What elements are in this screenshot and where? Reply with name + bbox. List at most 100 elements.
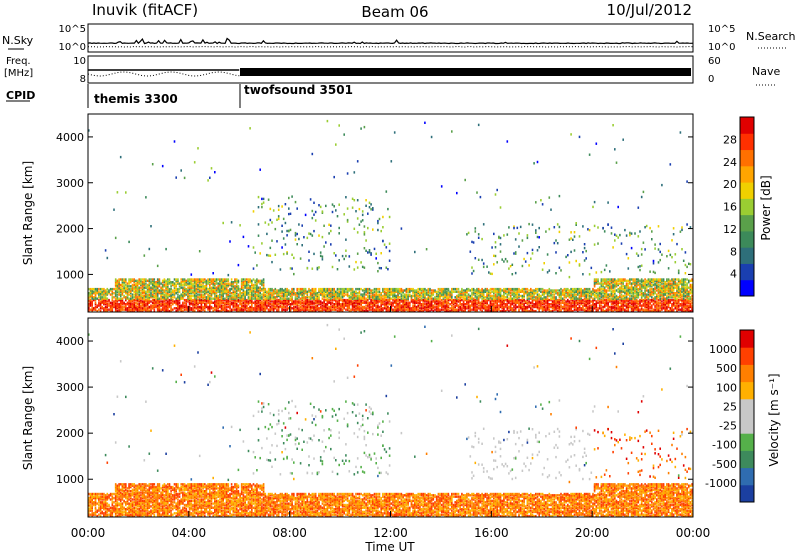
data-cell (540, 305, 542, 309)
data-cell (88, 304, 90, 307)
data-cell (511, 303, 514, 306)
data-cell (116, 281, 119, 284)
data-cell (193, 289, 196, 292)
data-cell (165, 281, 167, 284)
data-cell (108, 308, 110, 311)
data-cell (187, 289, 189, 292)
data-cell (567, 294, 569, 298)
data-cell (271, 297, 273, 300)
data-cell (582, 292, 584, 295)
data-cell (481, 289, 483, 292)
data-cell (412, 309, 414, 313)
data-cell (400, 304, 403, 307)
data-cell (393, 292, 396, 295)
data-cell (224, 307, 226, 310)
data-cell (204, 289, 206, 292)
data-cell (321, 304, 324, 307)
data-cell (568, 261, 571, 264)
data-cell (477, 290, 480, 293)
data-cell (588, 301, 591, 304)
data-cell (259, 303, 261, 306)
data-cell (555, 296, 557, 299)
data-cell (123, 303, 125, 306)
data-cell (313, 201, 315, 204)
data-cell (276, 298, 278, 302)
data-cell (202, 282, 204, 285)
data-cell (136, 297, 139, 300)
data-cell (530, 287, 532, 291)
data-cell (491, 297, 493, 300)
data-cell (387, 301, 389, 304)
data-cell (204, 303, 206, 306)
data-cell (204, 285, 206, 288)
data-cell (555, 304, 557, 307)
data-cell (244, 297, 246, 300)
data-cell (252, 290, 255, 293)
data-cell (224, 290, 226, 293)
data-cell (212, 287, 214, 291)
data-cell (200, 285, 203, 288)
data-cell (454, 309, 456, 313)
data-cell (185, 281, 188, 284)
data-cell (192, 285, 194, 288)
data-cell (578, 264, 581, 267)
data-cell (595, 279, 598, 282)
data-cell (341, 289, 344, 292)
data-cell (239, 308, 241, 311)
data-cell (209, 307, 211, 310)
data-cell (262, 304, 265, 307)
data-cell (563, 287, 566, 291)
data-cell (167, 303, 169, 306)
data-cell (99, 303, 102, 306)
data-cell (153, 285, 156, 288)
data-cell (565, 304, 567, 307)
data-cell (153, 278, 156, 281)
data-cell (301, 297, 303, 300)
data-cell (153, 289, 156, 292)
data-cell (365, 298, 367, 302)
data-cell (303, 293, 305, 296)
data-cell (439, 303, 441, 306)
data-cell (282, 294, 285, 298)
data-cell (227, 290, 230, 293)
data-cell (414, 301, 416, 304)
data-cell (360, 261, 362, 264)
data-cell (373, 294, 376, 298)
data-cell (365, 287, 367, 291)
data-cell (452, 301, 455, 304)
data-cell (486, 297, 488, 300)
data-cell (185, 305, 188, 309)
data-cell (135, 305, 137, 309)
data-cell (182, 303, 184, 306)
data-cell (161, 296, 164, 299)
data-cell (348, 296, 351, 299)
data-cell (94, 301, 97, 304)
data-cell (214, 285, 216, 288)
data-cell (230, 221, 233, 224)
data-cell (209, 303, 211, 306)
data-cell (449, 309, 451, 313)
data-cell (595, 281, 598, 284)
data-cell (266, 232, 268, 236)
data-cell (506, 287, 509, 291)
data-cell (614, 300, 616, 303)
data-cell (373, 309, 376, 313)
data-cell (592, 290, 594, 293)
data-cell (575, 259, 577, 263)
data-cell (523, 296, 525, 299)
data-cell (555, 297, 557, 300)
data-cell (439, 294, 441, 298)
data-cell (136, 279, 139, 282)
data-cell (252, 246, 255, 249)
data-cell (528, 309, 530, 313)
data-cell (360, 307, 362, 310)
data-cell (227, 282, 230, 285)
data-cell (587, 228, 589, 231)
data-cell (314, 219, 317, 222)
data-cell (385, 305, 388, 309)
data-cell (508, 309, 510, 313)
data-cell (439, 309, 441, 313)
data-cell (476, 292, 478, 295)
data-cell (451, 301, 453, 304)
data-cell (459, 305, 461, 309)
